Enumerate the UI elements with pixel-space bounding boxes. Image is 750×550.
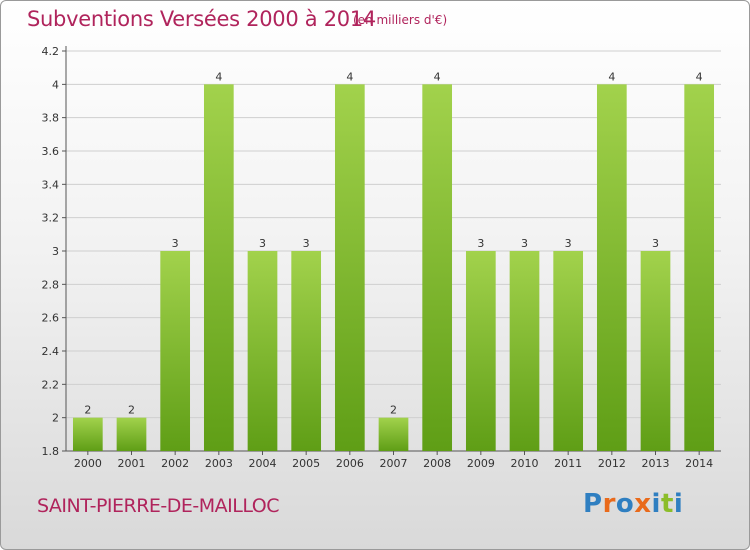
logo-letter: i — [651, 489, 661, 519]
y-tick-label: 3.6 — [42, 145, 60, 158]
bar-value-label: 4 — [434, 70, 441, 83]
bar-value-label: 4 — [608, 70, 615, 83]
bar — [596, 84, 627, 451]
logo-letter: t — [660, 489, 674, 519]
commune-name: SAINT-PIERRE-DE-MAILLOC — [37, 495, 279, 517]
x-tick-label: 2011 — [554, 457, 582, 470]
bar-value-label: 4 — [215, 70, 222, 83]
y-tick-label: 4.2 — [42, 45, 60, 58]
x-tick-label: 2012 — [598, 457, 626, 470]
bar — [640, 251, 671, 451]
x-tick-label: 2013 — [642, 457, 670, 470]
bar-value-label: 4 — [696, 70, 703, 83]
chart-unit: (en milliers d'€) — [353, 13, 448, 27]
x-tick-label: 2002 — [161, 457, 189, 470]
y-tick-label: 3.4 — [42, 178, 60, 191]
logo-letter: o — [615, 489, 635, 519]
bar — [422, 84, 453, 451]
bar — [509, 251, 540, 451]
bar-value-label: 3 — [521, 237, 528, 250]
x-tick-label: 2014 — [685, 457, 713, 470]
bar — [684, 84, 715, 451]
bar-value-label: 2 — [128, 404, 135, 417]
y-tick-label: 3.2 — [42, 212, 60, 225]
logo-letter: r — [602, 489, 616, 519]
bar-value-label: 3 — [303, 237, 310, 250]
bar-value-label: 3 — [477, 237, 484, 250]
bar-value-label: 2 — [84, 404, 91, 417]
bar — [203, 84, 234, 451]
y-tick-label: 1.8 — [42, 445, 60, 458]
x-tick-label: 2008 — [423, 457, 451, 470]
bar — [465, 251, 496, 451]
logo-letter: i — [673, 489, 684, 519]
proxiti-logo[interactable]: Proxiti — [583, 489, 683, 519]
bar — [291, 251, 322, 451]
bar — [553, 251, 584, 451]
y-tick-label: 3.8 — [42, 112, 60, 125]
bar — [116, 417, 147, 451]
y-tick-label: 2.6 — [42, 312, 60, 325]
bar-value-label: 3 — [565, 237, 572, 250]
bar-value-label: 2 — [390, 404, 397, 417]
bar-value-label: 4 — [346, 70, 353, 83]
logo-letter: x — [634, 489, 652, 519]
x-tick-label: 2010 — [511, 457, 539, 470]
x-tick-label: 2007 — [380, 457, 408, 470]
y-tick-label: 4 — [52, 78, 59, 91]
y-tick-label: 2.8 — [42, 278, 60, 291]
bar — [247, 251, 278, 451]
bars — [72, 84, 715, 451]
x-tick-label: 2001 — [118, 457, 146, 470]
bar — [334, 84, 365, 451]
y-tick-label: 2 — [52, 412, 59, 425]
x-tick-label: 2003 — [205, 457, 233, 470]
logo-letter: P — [583, 489, 603, 519]
bar — [378, 417, 409, 451]
bar — [160, 251, 191, 451]
x-tick-label: 2000 — [74, 457, 102, 470]
x-tick-label: 2004 — [249, 457, 277, 470]
bar — [72, 417, 103, 451]
y-tick-label: 2.2 — [42, 378, 60, 391]
labels: 1.8 2 2.2 2.4 2.6 2.8 3 3.2 3.4 3.6 3.8 4 4.2 2 2000 2 2… — [42, 45, 714, 470]
x-tick-label: 2009 — [467, 457, 495, 470]
y-tick-label: 3 — [52, 245, 59, 258]
chart-title: Subventions Versées 2000 à 2014 — [27, 7, 376, 31]
bar-value-label: 3 — [172, 237, 179, 250]
bar-value-label: 3 — [259, 237, 266, 250]
x-tick-label: 2006 — [336, 457, 364, 470]
y-tick-label: 2.4 — [42, 345, 60, 358]
bar-value-label: 3 — [652, 237, 659, 250]
x-tick-label: 2005 — [292, 457, 320, 470]
